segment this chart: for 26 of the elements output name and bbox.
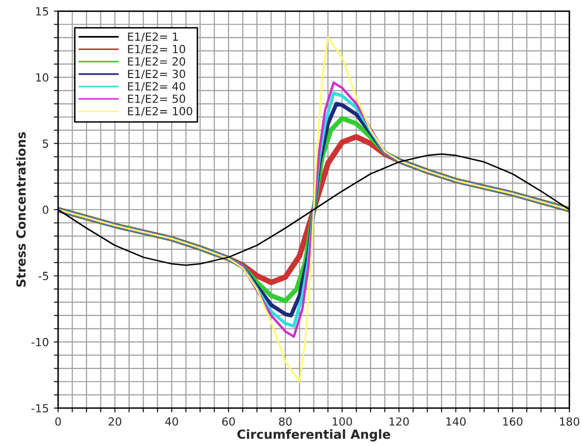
legend-label: E1/E2= 1 bbox=[128, 32, 178, 42]
y-tick-label: 15 bbox=[36, 7, 48, 16]
legend-label: E1/E2= 40 bbox=[128, 82, 186, 92]
legend-label: E1/E2= 100 bbox=[128, 106, 192, 116]
y-tick-label: -10 bbox=[31, 338, 48, 346]
legend-label: E1/E2= 10 bbox=[128, 44, 186, 54]
x-tick-label: 60 bbox=[222, 417, 235, 426]
y-tick-label: 10 bbox=[36, 73, 48, 82]
y-axis-title: Stress Concentrations bbox=[16, 132, 26, 287]
x-tick-label: 120 bbox=[390, 417, 409, 426]
x-tick-label: 140 bbox=[446, 417, 466, 426]
y-tick-label: 0 bbox=[42, 206, 48, 214]
x-tick-label: 160 bbox=[503, 417, 522, 426]
y-tick-label: -5 bbox=[38, 272, 48, 280]
x-tick-label: 80 bbox=[279, 417, 292, 426]
x-axis-title: Circumferential Angle bbox=[237, 429, 390, 442]
x-tick-label: 20 bbox=[108, 417, 122, 426]
y-tick-label: -15 bbox=[31, 404, 48, 412]
x-tick-label: 100 bbox=[332, 417, 352, 426]
x-tick-label: 0 bbox=[55, 417, 61, 426]
y-tick-label: 5 bbox=[42, 140, 48, 148]
x-tick-label: 180 bbox=[560, 417, 580, 426]
x-tick-label: 40 bbox=[165, 417, 178, 426]
legend-label: E1/E2= 20 bbox=[128, 57, 186, 67]
legend-label: E1/E2= 30 bbox=[128, 70, 186, 79]
legend-label: E1/E2= 50 bbox=[128, 94, 186, 104]
